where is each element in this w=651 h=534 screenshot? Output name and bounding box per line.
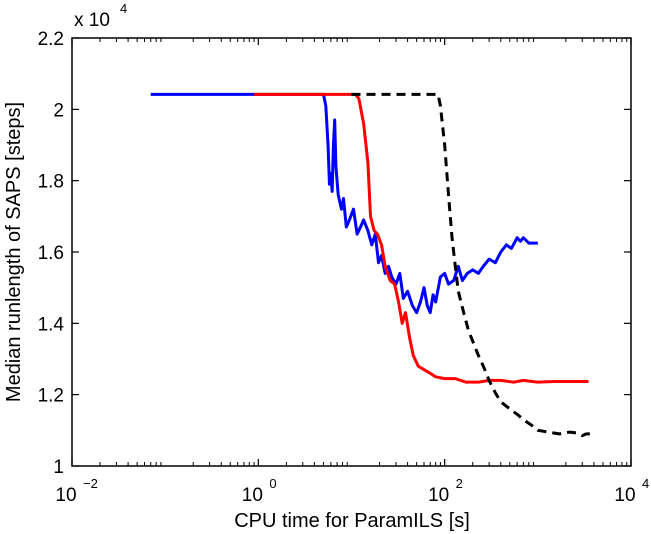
x-tick-label-base: 10: [614, 485, 635, 506]
series-line-1: [150, 92, 538, 315]
plot-frame: [71, 37, 632, 467]
y-tick-label: 1.2: [38, 386, 64, 407]
x-tick-label: 10 2: [428, 476, 463, 506]
series-layer: [150, 92, 594, 438]
x-tick-label: 10 0: [242, 476, 277, 506]
x-tick-label-exponent: 2: [456, 476, 463, 491]
x-tick-label-exponent: 0: [269, 476, 276, 491]
x-tick-label: 10 4: [614, 476, 649, 506]
labels-layer: 1 1.2 1.4 1.6 1.8 2 2.2 10 −2 10 0 10 2 10 4 x 10 4: [38, 1, 650, 506]
plot-area: [72, 38, 631, 466]
x-axis-label: CPU time for ParamILS [s]: [234, 510, 470, 532]
x-tick-label-exponent: −2: [83, 476, 98, 491]
series-line-3: [351, 92, 594, 438]
y-tick-label: 2.2: [38, 29, 64, 50]
y-multiplier-label: x 10 4: [74, 1, 127, 31]
y-axis-label: Median runlength of SAPS [steps]: [3, 102, 25, 402]
series-line-2: [254, 92, 589, 384]
x-tick-label-exponent: 4: [642, 476, 649, 491]
y-tick-label: 2: [53, 100, 64, 121]
x-tick-label-base: 10: [428, 485, 449, 506]
y-tick-label: 1.6: [38, 243, 64, 264]
y-tick-label: 1.8: [38, 172, 64, 193]
y-tick-label: 1.4: [38, 314, 65, 335]
y-multiplier-exponent: 4: [120, 1, 127, 16]
y-multiplier-base: x 10: [74, 10, 110, 31]
x-tick-label: 10 −2: [55, 476, 97, 506]
y-tick-label: 1: [53, 457, 64, 478]
x-tick-label-base: 10: [55, 485, 76, 506]
x-tick-label-base: 10: [242, 485, 263, 506]
